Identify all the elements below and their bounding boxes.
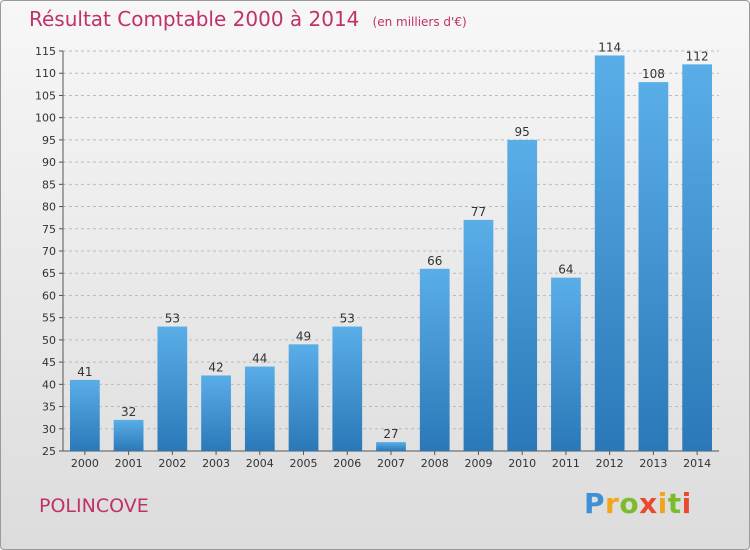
data-label: 32 — [121, 405, 136, 419]
x-tick-label: 2005 — [290, 457, 318, 470]
bar[interactable] — [507, 139, 538, 451]
chart-title: Résultat Comptable 2000 à 2014 — [29, 7, 360, 31]
y-tick-label: 30 — [42, 423, 56, 436]
x-tick-label: 2012 — [596, 457, 624, 470]
bar[interactable] — [638, 82, 669, 451]
x-tick-label: 2007 — [377, 457, 405, 470]
x-tick-label: 2002 — [158, 457, 186, 470]
data-label: 53 — [340, 312, 355, 326]
bar[interactable] — [332, 326, 363, 451]
y-tick-label: 75 — [42, 223, 56, 236]
y-tick-label: 65 — [42, 267, 56, 280]
logo-letter: t — [667, 487, 682, 520]
commune-name: POLINCOVE — [39, 495, 149, 517]
data-label: 64 — [558, 263, 573, 277]
bar[interactable] — [113, 419, 144, 451]
y-tick-label: 105 — [35, 89, 56, 102]
axis-layer: 25 30 35 40 45 50 55 60 65 70 75 80 85 90 95 100 105 110 1… — [35, 45, 719, 470]
y-tick-label: 115 — [35, 45, 56, 58]
y-tick-label: 85 — [42, 178, 56, 191]
bar[interactable] — [551, 277, 581, 451]
y-tick-label: 25 — [42, 445, 56, 458]
y-tick-label: 100 — [35, 112, 56, 125]
logo-letter: o — [619, 487, 640, 520]
x-tick-label: 2011 — [552, 457, 580, 470]
bar[interactable] — [682, 64, 713, 452]
bar[interactable] — [69, 379, 100, 451]
x-tick-label: 2001 — [115, 457, 143, 470]
x-tick-label: 2010 — [508, 457, 536, 470]
y-tick-label: 90 — [42, 156, 56, 169]
data-label: 77 — [471, 205, 486, 219]
bar[interactable] — [201, 375, 231, 451]
y-tick-label: 70 — [42, 245, 56, 258]
data-label: 41 — [77, 365, 92, 379]
bar[interactable] — [157, 326, 188, 451]
y-tick-label: 60 — [42, 289, 56, 302]
y-tick-label: 45 — [42, 356, 56, 369]
bar[interactable] — [288, 344, 319, 451]
x-tick-label: 2006 — [333, 457, 361, 470]
logo-letter: r — [605, 487, 620, 520]
x-tick-label: 2008 — [421, 457, 449, 470]
data-label: 108 — [642, 67, 665, 81]
data-label: 27 — [383, 427, 398, 441]
data-label: 42 — [208, 360, 223, 374]
y-tick-label: 110 — [35, 67, 56, 80]
data-label: 53 — [165, 312, 180, 326]
y-tick-label: 80 — [42, 201, 56, 214]
bar[interactable] — [244, 366, 275, 451]
x-tick-label: 2004 — [246, 457, 274, 470]
data-label: 112 — [686, 49, 709, 63]
bar[interactable] — [376, 442, 406, 451]
x-tick-label: 2013 — [639, 457, 667, 470]
chart-subtitle: (en milliers d'€) — [372, 15, 467, 29]
data-label: 66 — [427, 254, 442, 268]
y-tick-label: 95 — [42, 134, 56, 147]
bar[interactable] — [594, 55, 625, 451]
y-tick-label: 40 — [42, 378, 56, 391]
logo-letter: i — [681, 487, 692, 520]
proxiti-logo[interactable]: Proxiti — [584, 487, 692, 520]
x-tick-label: 2000 — [71, 457, 99, 470]
bar[interactable] — [419, 268, 450, 451]
y-tick-label: 50 — [42, 334, 56, 347]
bar[interactable] — [463, 219, 494, 451]
data-label: 49 — [296, 329, 311, 343]
logo-letter: x — [639, 487, 658, 520]
data-label: 44 — [252, 352, 267, 366]
y-tick-label: 55 — [42, 312, 56, 325]
x-tick-label: 2003 — [202, 457, 230, 470]
x-tick-label: 2014 — [683, 457, 711, 470]
data-label: 95 — [515, 125, 530, 139]
data-label: 114 — [598, 40, 621, 54]
logo-letter: i — [657, 487, 668, 520]
logo-letter: P — [584, 487, 606, 520]
bar-layer — [69, 55, 713, 452]
y-tick-label: 35 — [42, 401, 56, 414]
label-layer: 41 32 53 42 44 49 53 27 66 77 95 64 114 108 112 — [77, 40, 708, 441]
x-tick-label: 2009 — [464, 457, 492, 470]
title-line: Résultat Comptable 2000 à 2014 (en milli… — [29, 7, 467, 31]
